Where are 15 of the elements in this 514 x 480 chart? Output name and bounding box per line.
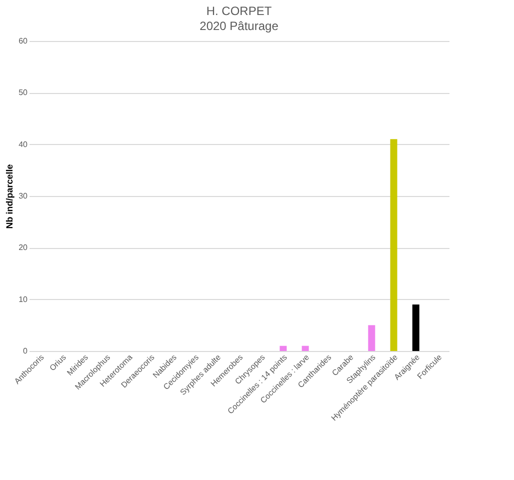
y-tick-label: 60: [18, 36, 28, 46]
bar: [280, 346, 287, 351]
y-tick-label: 50: [18, 88, 28, 98]
bar: [390, 139, 398, 351]
y-axis-title: Nb ind/parcelle: [4, 164, 15, 229]
chart-title: H. CORPET: [206, 4, 272, 18]
y-tick-label: 30: [18, 192, 28, 200]
y-tick-label: 20: [18, 243, 28, 252]
bar: [412, 304, 420, 351]
chart-subtitle: 2020 Pâturage: [200, 19, 279, 33]
bar: [302, 346, 309, 351]
y-tick-label: 40: [18, 140, 28, 149]
y-tick-label: 10: [18, 294, 28, 304]
bar: [368, 325, 376, 351]
y-tick-label: 0: [23, 346, 28, 356]
